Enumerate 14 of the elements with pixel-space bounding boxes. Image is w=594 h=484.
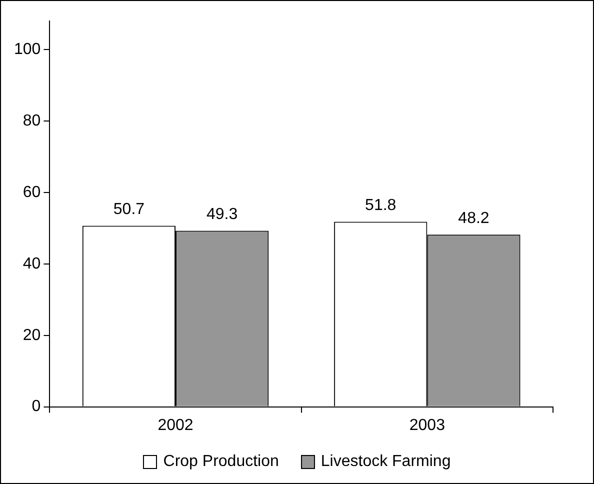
y-tick-label: 0 (32, 398, 41, 416)
text: Crop Production (163, 453, 279, 471)
y-tick-label: 40 (22, 255, 41, 272)
legend-label: Livestock Farming (320, 453, 451, 471)
y-tick-label: 80 (22, 112, 41, 130)
data-label: 50.7 (113, 201, 145, 218)
data-label: 51.8 (365, 197, 396, 214)
y-tick-label: 20 (22, 326, 41, 344)
data-label: 49.3 (206, 206, 238, 224)
y-tick-label: 60 (22, 184, 41, 201)
data-label: 48.2 (458, 210, 490, 228)
x-tick-label: 2003 (409, 416, 446, 434)
y-tick-label: 100 (14, 40, 41, 58)
x-tick-label: 2002 (158, 416, 194, 434)
